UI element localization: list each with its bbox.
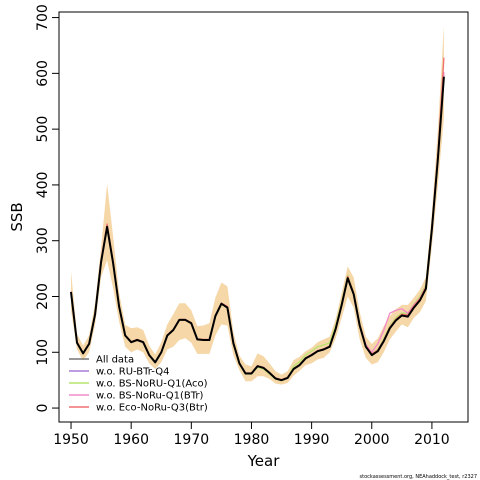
x-tick-label: 1970 <box>174 432 210 448</box>
y-tick-label: 400 <box>35 172 51 199</box>
y-tick-label: 500 <box>35 116 51 143</box>
series-layer <box>70 57 445 382</box>
x-tick-label: 1960 <box>113 432 149 448</box>
x-tick-label: 1990 <box>294 432 330 448</box>
y-tick-label: 700 <box>35 4 51 31</box>
confidence-band-layer <box>71 25 444 385</box>
legend-label-all-data: All data <box>96 355 134 366</box>
y-tick-label: 300 <box>35 227 51 254</box>
y-tick-label: 0 <box>35 404 51 413</box>
y-tick-label: 100 <box>35 339 51 366</box>
y-axis: 0 100 200 300 400 500 600 700 <box>35 4 59 413</box>
x-tick-label: 1980 <box>234 432 270 448</box>
legend-label-w-o-ru-btr-q4: w.o. RU-BTr-Q4 <box>96 367 169 378</box>
x-axis: 1950 1960 1970 1980 1990 2000 2010 <box>53 422 450 448</box>
legend-label-w-o-bs-noru-q1-aco: w.o. BS-NoRU-Q1(Aco) <box>96 379 208 390</box>
x-axis-title: Year <box>247 452 281 470</box>
legend-label-w-o-eco-noru-q3-btr: w.o. Eco-NoRu-Q3(Btr) <box>96 403 208 414</box>
x-tick-label: 2000 <box>354 432 390 448</box>
y-axis-title: SSB <box>8 202 26 231</box>
y-tick-label: 200 <box>35 283 51 310</box>
y-tick-label: 600 <box>35 60 51 87</box>
x-tick-label: 2010 <box>414 432 450 448</box>
plot-frame <box>58 11 469 423</box>
credit-text: stockassessment.org, NEAhaddock_test, r2… <box>360 474 477 480</box>
legend-label-w-o-bs-noru-q1-btr: w.o. BS-NoRu-Q1(BTr) <box>96 391 204 402</box>
x-tick-label: 1950 <box>53 432 89 448</box>
series-line-all-data <box>70 76 445 382</box>
confidence-band <box>71 25 444 385</box>
